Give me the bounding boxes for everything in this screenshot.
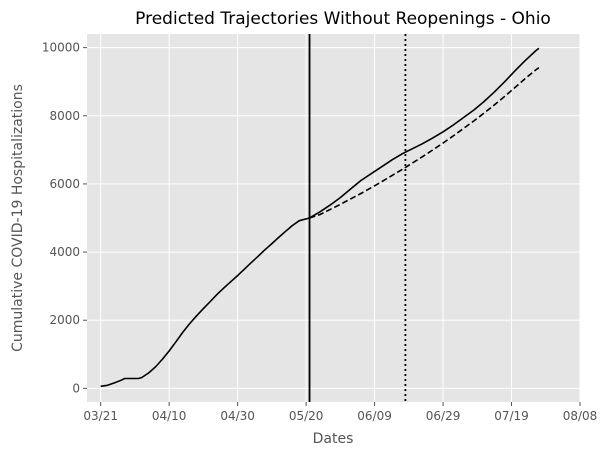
x-tick-label: 04/30 [220, 409, 255, 423]
x-tick-label: 08/08 [563, 409, 598, 423]
y-axis-label: Cumulative COVID-19 Hospitalizations [10, 84, 26, 352]
x-tick-label: 06/09 [357, 409, 392, 423]
y-tick-label: 8000 [49, 109, 80, 123]
grid [87, 34, 581, 402]
x-tick-label: 06/29 [426, 409, 461, 423]
plot-area [87, 34, 580, 402]
y-tick-label: 2000 [49, 313, 80, 327]
y-tick-label: 10000 [42, 41, 80, 55]
x-tick-label: 03/21 [83, 409, 118, 423]
series-lines [100, 47, 540, 388]
x-tick-label: 07/19 [494, 409, 529, 423]
y-tick-label: 4000 [49, 245, 80, 259]
chart-title: Predicted Trajectories Without Reopening… [135, 9, 551, 29]
y-tick-label: 6000 [49, 177, 80, 191]
y-tick-label: 0 [72, 381, 80, 395]
y-axis-ticks: 0 2000 4000 6000 8000 10000 [42, 41, 87, 395]
x-axis-ticks: 03/21 04/10 04/30 05/20 06/09 06/29 07/19 08/08 [83, 402, 597, 423]
reference-lines [308, 34, 407, 402]
x-tick-label: 04/10 [152, 409, 187, 423]
x-tick-label: 05/20 [289, 409, 324, 423]
series-line-solid [100, 47, 540, 388]
x-axis-label: Dates [313, 431, 354, 447]
